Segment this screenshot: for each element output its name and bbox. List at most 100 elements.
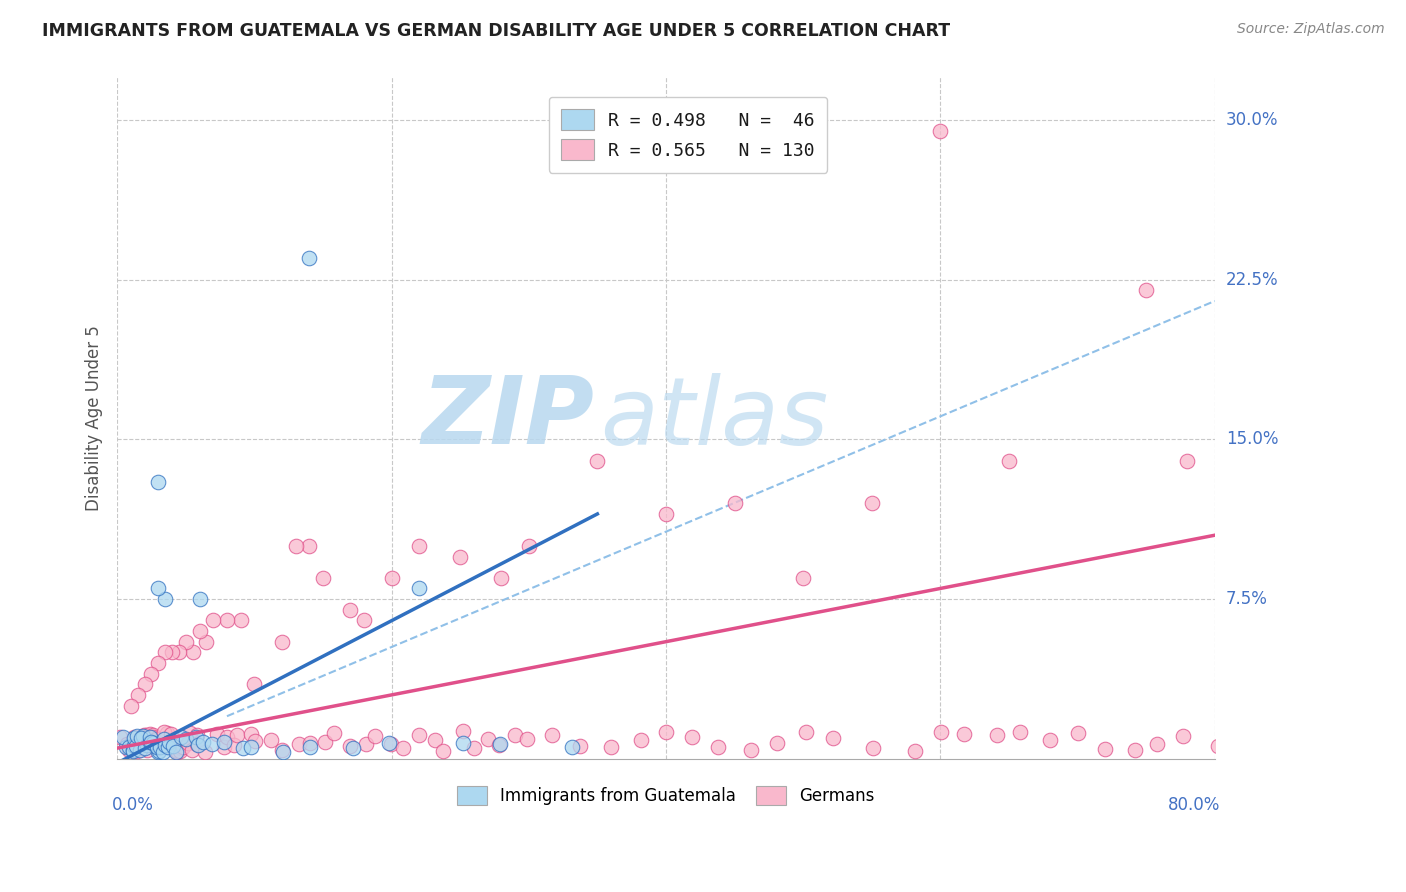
Point	[449, 549, 471, 564]
Point	[862, 741, 884, 756]
Point	[298, 539, 321, 553]
Point	[232, 740, 254, 755]
Point	[174, 634, 197, 648]
Point	[166, 745, 188, 759]
Point	[136, 738, 159, 752]
Point	[118, 743, 141, 757]
Point	[122, 730, 145, 744]
Point	[222, 738, 245, 752]
Point	[225, 729, 247, 743]
Point	[127, 741, 149, 756]
Point	[339, 739, 361, 753]
Point	[134, 677, 156, 691]
Point	[195, 634, 218, 648]
Point	[1094, 742, 1116, 756]
Point	[186, 728, 208, 742]
Point	[229, 613, 252, 627]
Point	[138, 730, 160, 744]
Point	[586, 453, 609, 467]
Point	[284, 539, 307, 553]
Text: atlas: atlas	[600, 373, 828, 464]
Point	[243, 677, 266, 691]
Point	[212, 735, 235, 749]
Point	[118, 739, 141, 754]
Point	[599, 739, 621, 754]
Point	[516, 732, 538, 747]
Point	[271, 743, 294, 757]
Point	[115, 740, 138, 755]
Point	[167, 645, 190, 659]
Point	[765, 736, 787, 750]
Point	[122, 739, 145, 753]
Point	[146, 740, 169, 755]
Point	[425, 733, 447, 747]
Point	[1066, 725, 1088, 739]
Point	[205, 727, 228, 741]
Point	[141, 666, 163, 681]
Point	[568, 739, 591, 754]
Point	[408, 539, 430, 553]
Point	[740, 743, 762, 757]
Point	[380, 737, 402, 751]
Point	[188, 624, 211, 638]
Point	[155, 645, 177, 659]
Point	[298, 740, 321, 755]
Point	[655, 725, 678, 739]
Point	[240, 727, 263, 741]
Point	[176, 736, 198, 750]
Point	[243, 734, 266, 748]
Text: 30.0%: 30.0%	[1226, 111, 1278, 129]
Point	[122, 742, 145, 756]
Point	[489, 737, 512, 751]
Point	[181, 645, 204, 659]
Point	[541, 728, 564, 742]
Point	[165, 745, 187, 759]
Point	[1206, 739, 1229, 753]
Point	[998, 453, 1021, 467]
Point	[488, 738, 510, 752]
Text: Source: ZipAtlas.com: Source: ZipAtlas.com	[1237, 22, 1385, 37]
Point	[153, 724, 176, 739]
Point	[194, 745, 217, 759]
Point	[142, 730, 165, 744]
Point	[141, 735, 163, 749]
Point	[503, 728, 526, 742]
Point	[162, 739, 184, 754]
Point	[186, 737, 208, 751]
Point	[111, 731, 134, 745]
Point	[287, 737, 309, 751]
Point	[314, 734, 336, 748]
Point	[723, 496, 745, 510]
Point	[792, 571, 814, 585]
Point	[378, 736, 401, 750]
Point	[142, 728, 165, 742]
Point	[655, 507, 678, 521]
Point	[160, 727, 183, 741]
Point	[152, 745, 174, 759]
Point	[156, 726, 179, 740]
Point	[142, 736, 165, 750]
Point	[129, 743, 152, 757]
Point	[1175, 453, 1198, 467]
Point	[1173, 729, 1195, 743]
Y-axis label: Disability Age Under 5: Disability Age Under 5	[86, 326, 103, 511]
Point	[148, 740, 170, 755]
Point	[1123, 743, 1146, 757]
Point	[187, 739, 209, 753]
Point	[148, 744, 170, 758]
Point	[339, 603, 361, 617]
Point	[363, 729, 385, 743]
Point	[1135, 284, 1157, 298]
Point	[381, 571, 404, 585]
Point	[157, 739, 180, 753]
Point	[217, 731, 239, 745]
Point	[127, 688, 149, 702]
Point	[153, 732, 176, 747]
Point	[200, 737, 222, 751]
Point	[561, 740, 583, 755]
Point	[451, 724, 474, 739]
Point	[477, 732, 499, 747]
Point	[125, 739, 148, 753]
Point	[145, 739, 167, 754]
Point	[188, 592, 211, 607]
